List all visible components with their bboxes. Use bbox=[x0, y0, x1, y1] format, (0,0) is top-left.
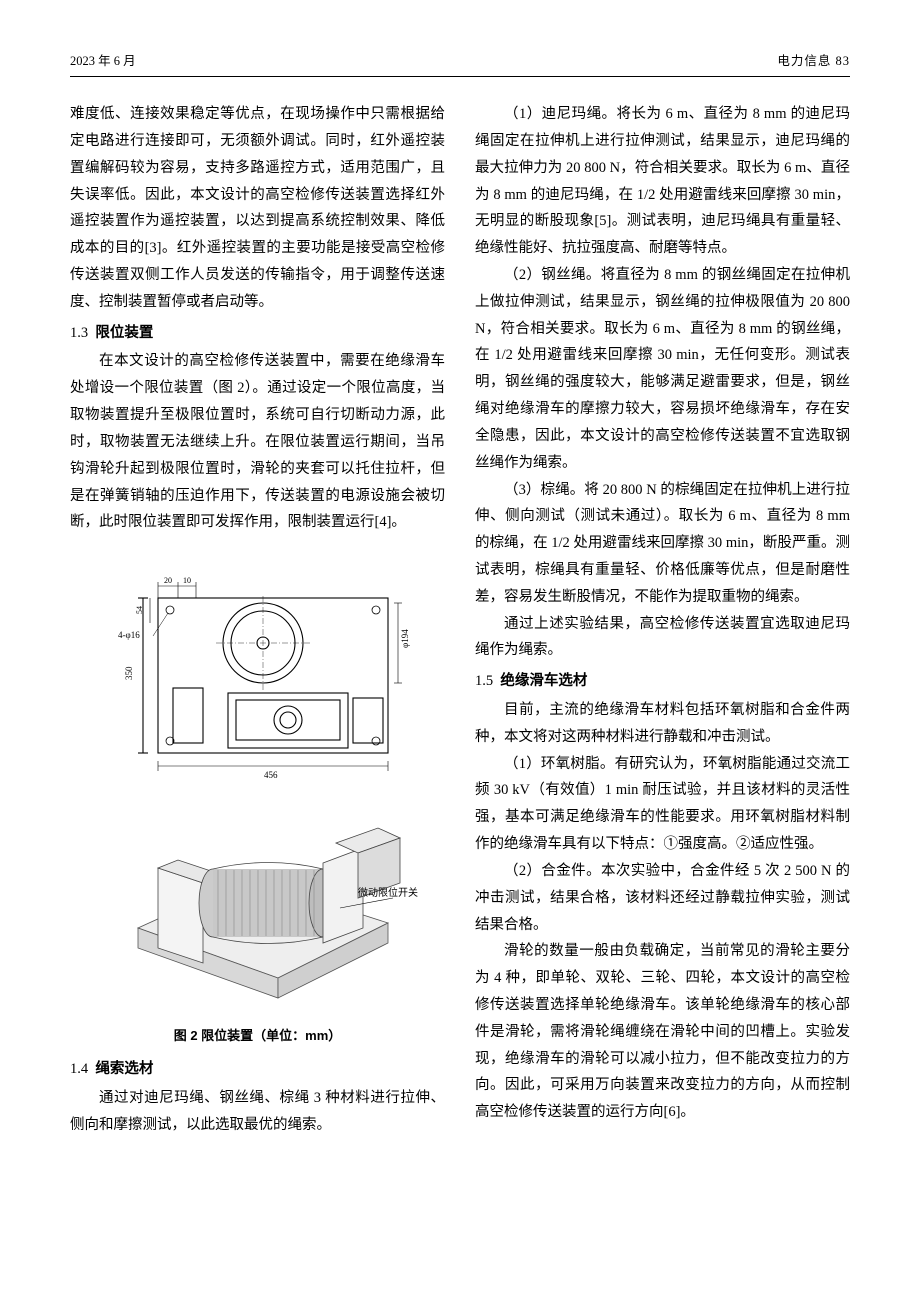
para-r1: （1）迪尼玛绳。将长为 6 m、直径为 8 mm 的迪尼玛绳固定在拉伸机上进行拉… bbox=[475, 101, 850, 262]
left-column: 难度低、连接效果稳定等优点，在现场操作中只需根据给定电路进行连接即可，无须额外调… bbox=[70, 101, 445, 1138]
right-column: （1）迪尼玛绳。将长为 6 m、直径为 8 mm 的迪尼玛绳固定在拉伸机上进行拉… bbox=[475, 101, 850, 1138]
limit-switch-label: 微动限位开关 bbox=[358, 886, 418, 899]
two-column-layout: 难度低、连接效果稳定等优点，在现场操作中只需根据给定电路进行连接即可，无须额外调… bbox=[70, 101, 850, 1138]
figure-2-caption: 图 2 限位装置（单位：mm） bbox=[70, 1024, 445, 1048]
para-r3: （3）棕绳。将 20 800 N 的棕绳固定在拉伸机上进行拉伸、侧向测试（测试未… bbox=[475, 477, 850, 611]
para-r4: 通过上述实验结果，高空检修传送装置宜选取迪尼玛绳作为绳索。 bbox=[475, 611, 850, 665]
figure-2: 350 20 10 54 4-φ16 bbox=[70, 548, 445, 1048]
page-header: 2023 年 6 月 电力信息 83 bbox=[70, 50, 850, 77]
heading-number: 1.5 bbox=[475, 673, 493, 689]
heading-text: 绝缘滑车选材 bbox=[500, 673, 587, 689]
dim-456: 456 bbox=[264, 770, 278, 780]
para-l3: 通过对迪尼玛绳、钢丝绳、棕绳 3 种材料进行拉伸、侧向和摩擦测试，以此选取最优的… bbox=[70, 1085, 445, 1139]
dim-54: 54 bbox=[135, 606, 144, 614]
para-r6: （1）环氧树脂。有研究认为，环氧树脂能通过交流工频 30 kV（有效值）1 mi… bbox=[475, 751, 850, 858]
dim-10: 10 bbox=[183, 576, 191, 585]
header-journal-page: 电力信息 83 bbox=[777, 50, 850, 73]
para-r8: 滑轮的数量一般由负载确定，当前常见的滑轮主要分为 4 种，即单轮、双轮、三轮、四… bbox=[475, 938, 850, 1126]
para-l2: 在本文设计的高空检修传送装置中，需要在绝缘滑车处增设一个限位装置（图 2）。通过… bbox=[70, 348, 445, 536]
heading-1-5: 1.5 绝缘滑车选材 bbox=[475, 668, 850, 695]
heading-text: 限位装置 bbox=[95, 325, 153, 341]
dim-phi194: φ194 bbox=[400, 629, 410, 648]
dim-4phi16: 4-φ16 bbox=[118, 630, 140, 640]
dim-350: 350 bbox=[124, 666, 134, 680]
para-r7: （2）合金件。本次实验中，合金件经 5 次 2 500 N 的冲击测试，结果合格… bbox=[475, 858, 850, 938]
heading-1-4: 1.4 绳索选材 bbox=[70, 1056, 445, 1083]
heading-number: 1.3 bbox=[70, 325, 88, 341]
para-r2: （2）钢丝绳。将直径为 8 mm 的钢丝绳固定在拉伸机上做拉伸测试，结果显示，钢… bbox=[475, 262, 850, 477]
heading-1-3: 1.3 限位装置 bbox=[70, 320, 445, 347]
para-r5: 目前，主流的绝缘滑车材料包括环氧树脂和合金件两种，本文将对这两种材料进行静载和冲… bbox=[475, 697, 850, 751]
para-l1: 难度低、连接效果稳定等优点，在现场操作中只需根据给定电路进行连接即可，无须额外调… bbox=[70, 101, 445, 316]
figure-2-svg: 350 20 10 54 4-φ16 bbox=[98, 548, 418, 1018]
heading-text: 绳索选材 bbox=[95, 1061, 153, 1077]
header-date: 2023 年 6 月 bbox=[70, 50, 136, 73]
dim-20: 20 bbox=[164, 576, 172, 585]
heading-number: 1.4 bbox=[70, 1061, 88, 1077]
